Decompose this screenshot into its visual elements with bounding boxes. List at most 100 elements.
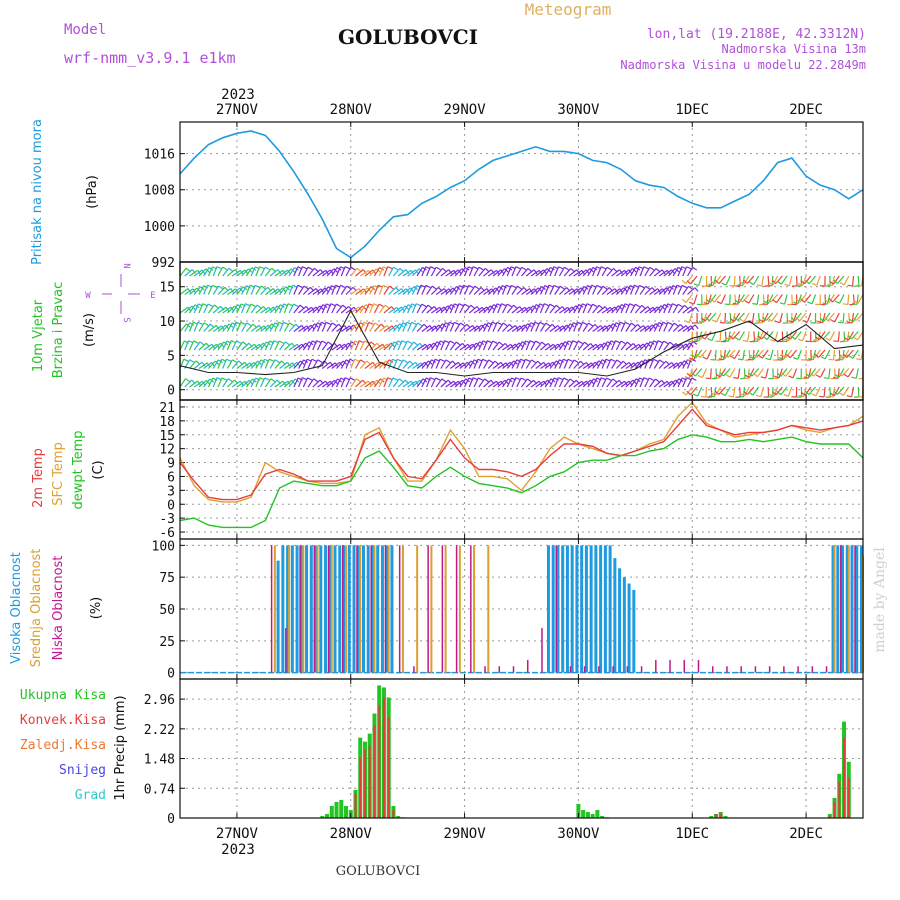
- wind-barb-flag: [324, 287, 329, 293]
- wind-barb-flag: [515, 377, 521, 381]
- wind-barb: [369, 379, 378, 388]
- wind-barb: [833, 275, 840, 285]
- low-cloud-bar: [854, 545, 856, 673]
- wind-barb-flag: [500, 362, 505, 367]
- wind-barb-flag: [274, 359, 280, 363]
- wind-barb: [818, 349, 826, 358]
- wind-barb: [506, 360, 515, 369]
- wind-barb-flag: [385, 304, 390, 309]
- wind-barb: [535, 341, 543, 351]
- wind-barb: [758, 312, 760, 324]
- wind-barb: [630, 361, 639, 369]
- cloud-panel: [180, 545, 864, 674]
- high-cloud-bar: [281, 545, 285, 673]
- wind-barb: [426, 266, 431, 277]
- wind-barb: [658, 269, 668, 277]
- wind-barb-flag: [286, 361, 291, 367]
- wind-barb: [421, 360, 429, 369]
- wind-barb: [402, 380, 412, 388]
- wind-barb: [236, 286, 244, 295]
- wind-barb-flag: [653, 358, 659, 362]
- wind-barb: [288, 303, 295, 314]
- wind-barb: [715, 368, 718, 379]
- wind-barb: [246, 343, 255, 351]
- high-cloud-bar: [855, 545, 859, 673]
- wind-barb: [857, 386, 860, 398]
- wind-barb: [180, 267, 187, 277]
- wind-barb: [516, 324, 525, 332]
- wind-barb: [841, 368, 850, 377]
- wind-barb-flag: [742, 339, 748, 342]
- wind-barb: [852, 294, 855, 305]
- wind-barb: [765, 312, 774, 321]
- wind-barb-flag: [851, 303, 858, 306]
- wind-barb-flag: [520, 377, 526, 381]
- wind-barb-flag: [245, 303, 251, 307]
- wind-barb: [658, 340, 665, 351]
- wind-barb: [743, 312, 750, 322]
- wind-barb: [634, 360, 643, 369]
- wind-barb: [250, 285, 256, 295]
- wind-barb: [663, 380, 673, 388]
- wind-barb-flag: [760, 376, 766, 379]
- wind-barb: [615, 340, 622, 351]
- wind-barb-flag: [567, 358, 573, 362]
- wind-barb: [497, 285, 503, 295]
- wind-barb: [582, 303, 588, 314]
- wind-barb-flag: [448, 269, 453, 275]
- wind-ylabel-1: 10m Vjetar: [31, 299, 46, 372]
- wind-barb-flag: [282, 287, 287, 293]
- wind-barb: [326, 285, 333, 295]
- wind-barb: [464, 285, 470, 295]
- wind-barb: [459, 267, 466, 277]
- low-cloud-bar: [711, 666, 714, 673]
- wind-barb-flag: [715, 373, 721, 378]
- wind-barb: [723, 368, 731, 377]
- wind-barb: [492, 303, 498, 314]
- wind-barb: [435, 378, 443, 388]
- wind-barb: [227, 379, 236, 388]
- wind-barb: [388, 286, 397, 295]
- wind-barb: [392, 323, 401, 332]
- wind-barb: [250, 377, 257, 388]
- wind-barb: [568, 379, 577, 388]
- wind-barb: [378, 360, 387, 369]
- wind-barb-flag: [645, 285, 651, 290]
- wind-barb: [789, 349, 798, 359]
- wind-barb: [180, 323, 187, 332]
- wind-barb-flag: [829, 280, 834, 285]
- wind-barb-flag: [225, 324, 230, 330]
- wind-barb: [364, 322, 370, 332]
- wind-barb: [407, 380, 417, 388]
- wind-barb: [690, 275, 698, 285]
- wind-barb-flag: [333, 379, 339, 385]
- wind-barb: [799, 294, 807, 303]
- wind-barb: [388, 266, 394, 277]
- wind-barb-flag: [425, 284, 431, 289]
- wind-barb: [421, 304, 429, 314]
- low-cloud-bar: [783, 666, 785, 673]
- low-cloud-bar: [285, 628, 287, 673]
- wind-barb-flag: [703, 301, 709, 305]
- wind-barb: [667, 285, 674, 295]
- wind-barb: [260, 341, 267, 351]
- wind-barb: [582, 268, 591, 277]
- wind-barb-flag: [387, 377, 393, 381]
- wind-barb: [739, 386, 741, 398]
- conv-precip-bar: [363, 749, 366, 818]
- wind-barb: [383, 359, 390, 369]
- wind-barb-flag: [268, 358, 274, 362]
- wind-barb-flag: [228, 267, 234, 272]
- wind-barb-flag: [610, 358, 616, 362]
- wind-barb: [559, 287, 568, 295]
- wind-barb-flag: [686, 266, 692, 270]
- wind-barb: [779, 312, 783, 323]
- wind-barb: [634, 304, 643, 314]
- temperature-panel: [179, 401, 864, 529]
- wind-barb: [724, 312, 727, 324]
- wind-barb-flag: [788, 375, 794, 379]
- wind-barb-flag: [755, 394, 762, 398]
- wind-barb: [644, 377, 650, 388]
- wind-barb-flag: [681, 279, 687, 285]
- low-cloud-bar: [427, 545, 429, 673]
